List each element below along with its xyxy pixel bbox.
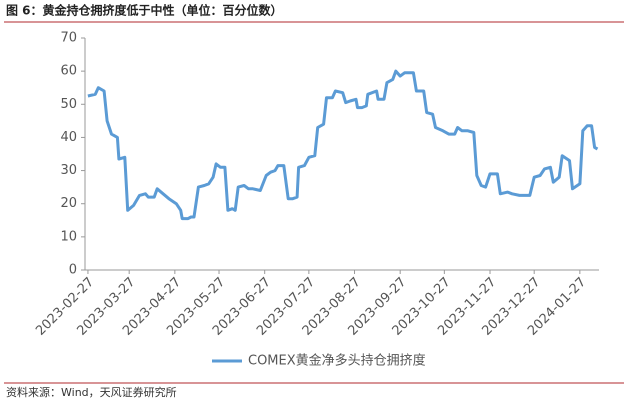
y-tick-label: 60: [60, 64, 77, 79]
y-tick-label: 0: [69, 263, 77, 278]
y-tick-label: 50: [60, 97, 77, 112]
y-tick-label: 10: [60, 229, 77, 244]
y-tick-label: 70: [60, 31, 77, 46]
data-line: [87, 69, 599, 221]
y-tick-label: 20: [60, 196, 77, 211]
legend-label: COMEX黄金净多头持仓拥挤度: [248, 353, 426, 369]
source: 资料来源：Wind，天风证券研究所: [6, 385, 177, 399]
y-tick-label: 30: [60, 163, 77, 178]
y-tick-label: 40: [60, 130, 77, 145]
chart-title: 图 6：黄金持仓拥挤度低于中性（单位：百分位数）: [6, 3, 283, 18]
